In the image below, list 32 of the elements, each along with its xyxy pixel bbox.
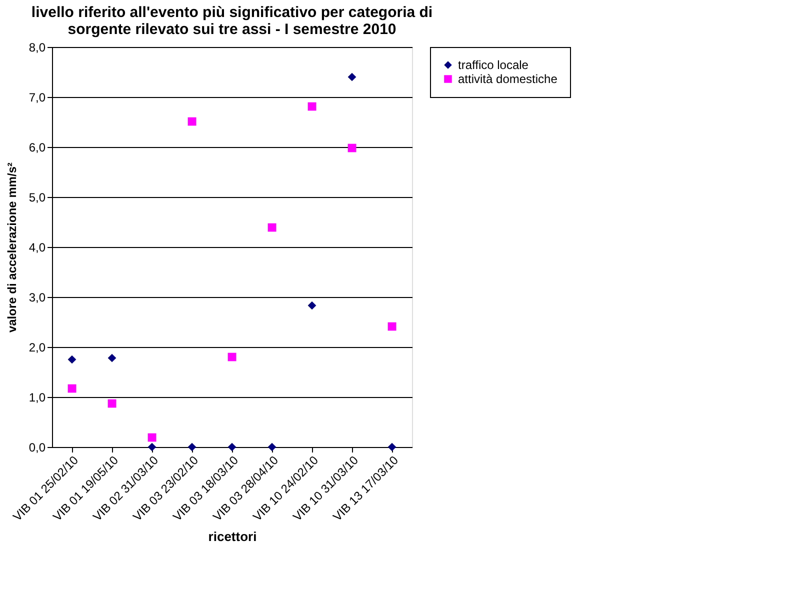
point [348, 72, 356, 82]
point [388, 322, 396, 331]
point [308, 102, 316, 111]
y-tick-label: 5,0 [28, 190, 46, 204]
point [228, 352, 236, 362]
y-tick-label: 1,0 [28, 390, 46, 404]
y-tick-label: 6,0 [28, 140, 46, 154]
y-tick-label: 2,0 [28, 340, 46, 354]
point [188, 442, 196, 452]
y-tick-label: 8,0 [28, 40, 46, 54]
y-tick-label: 0,0 [28, 440, 46, 454]
point [228, 442, 236, 452]
point [148, 442, 156, 452]
y-tick-label: 4,0 [28, 240, 46, 254]
point [108, 354, 116, 362]
point [68, 384, 76, 393]
y-tick-label: 3,0 [28, 290, 46, 304]
legend-label: traffico locale [458, 58, 529, 72]
point [308, 301, 316, 310]
y-tick-label: 7,0 [28, 90, 46, 104]
point [268, 223, 276, 232]
point [188, 117, 196, 126]
point [68, 355, 76, 364]
point [268, 442, 276, 452]
point [388, 442, 396, 452]
chart-title: livello riferito all'evento più significativo per categoria di sorgente rilevato sui tre assi - I semestre 2010 [31, 4, 433, 38]
y-axis-title: valore di accelerazione mm/s² [4, 162, 19, 333]
point [348, 144, 356, 152]
x-axis-title: ricettori [208, 529, 257, 544]
point [148, 433, 156, 442]
legend-label: attività domestiche [458, 72, 558, 86]
point [108, 399, 116, 408]
